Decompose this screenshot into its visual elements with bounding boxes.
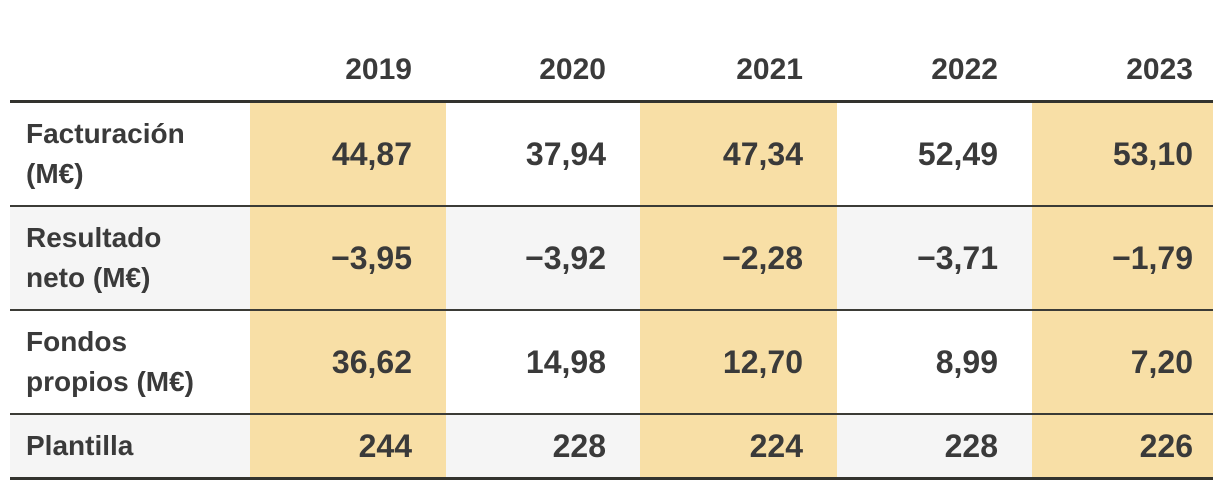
financial-table: 2019 2020 2021 2022 2023 Facturación (M€…: [10, 40, 1213, 480]
cell-plantilla-2022: 228: [837, 414, 1032, 479]
row-label-fondos-propios: Fondos propios (M€): [10, 310, 250, 414]
table-row-facturacion: Facturación (M€) 44,87 37,94 47,34 52,49…: [10, 101, 1213, 207]
cell-resultado-2019: −3,95: [250, 206, 446, 310]
table-row-fondos-propios: Fondos propios (M€) 36,62 14,98 12,70 8,…: [10, 310, 1213, 414]
cell-plantilla-2019: 244: [250, 414, 446, 479]
cell-fondos-2019: 36,62: [250, 310, 446, 414]
header-cell-2020: 2020: [446, 40, 640, 103]
cell-facturacion-2023: 53,10: [1032, 101, 1213, 206]
cell-resultado-2023: −1,79: [1032, 206, 1213, 310]
row-label-plantilla: Plantilla: [10, 414, 250, 479]
row-label-line: propios (M€): [26, 366, 194, 397]
cell-facturacion-2019: 44,87: [250, 101, 446, 206]
cell-plantilla-2023: 226: [1032, 414, 1213, 479]
cell-plantilla-2020: 228: [446, 414, 640, 479]
cell-plantilla-2021: 224: [640, 414, 837, 479]
header-row: 2019 2020 2021 2022 2023: [10, 40, 1213, 103]
header-cell-empty: [10, 40, 250, 103]
cell-resultado-2022: −3,71: [837, 206, 1032, 310]
row-label-line: Fondos: [26, 326, 128, 357]
row-label-line: Resultado: [26, 222, 162, 253]
cell-fondos-2021: 12,70: [640, 310, 837, 414]
row-label-resultado-neto: Resultado neto (M€): [10, 206, 250, 310]
cell-facturacion-2021: 47,34: [640, 101, 837, 206]
row-label-facturacion: Facturación (M€): [10, 102, 250, 207]
cell-facturacion-2022: 52,49: [917, 135, 998, 172]
header-cell-2023: 2023: [1032, 40, 1213, 103]
header-cell-2021: 2021: [640, 40, 837, 103]
cell-resultado-2021: −2,28: [640, 206, 837, 310]
row-label-line: Facturación: [26, 118, 185, 149]
header-cell-2019: 2019: [250, 40, 446, 103]
cell-facturacion-2020: 37,94: [525, 135, 606, 172]
header-cell-2022: 2022: [837, 40, 1032, 103]
cell-fondos-2022: 8,99: [935, 343, 998, 380]
cell-resultado-2020: −3,92: [446, 206, 640, 310]
table-row-plantilla: Plantilla 244 228 224 228 226: [10, 414, 1213, 479]
cell-fondos-2020: 14,98: [525, 343, 606, 380]
table-row-resultado-neto: Resultado neto (M€) −3,95 −3,92 −2,28 −3…: [10, 206, 1213, 310]
cell-fondos-2023: 7,20: [1032, 310, 1213, 414]
row-label-line: Plantilla: [26, 430, 134, 461]
row-label-line: neto (M€): [26, 262, 151, 293]
row-label-line: (M€): [26, 158, 84, 189]
